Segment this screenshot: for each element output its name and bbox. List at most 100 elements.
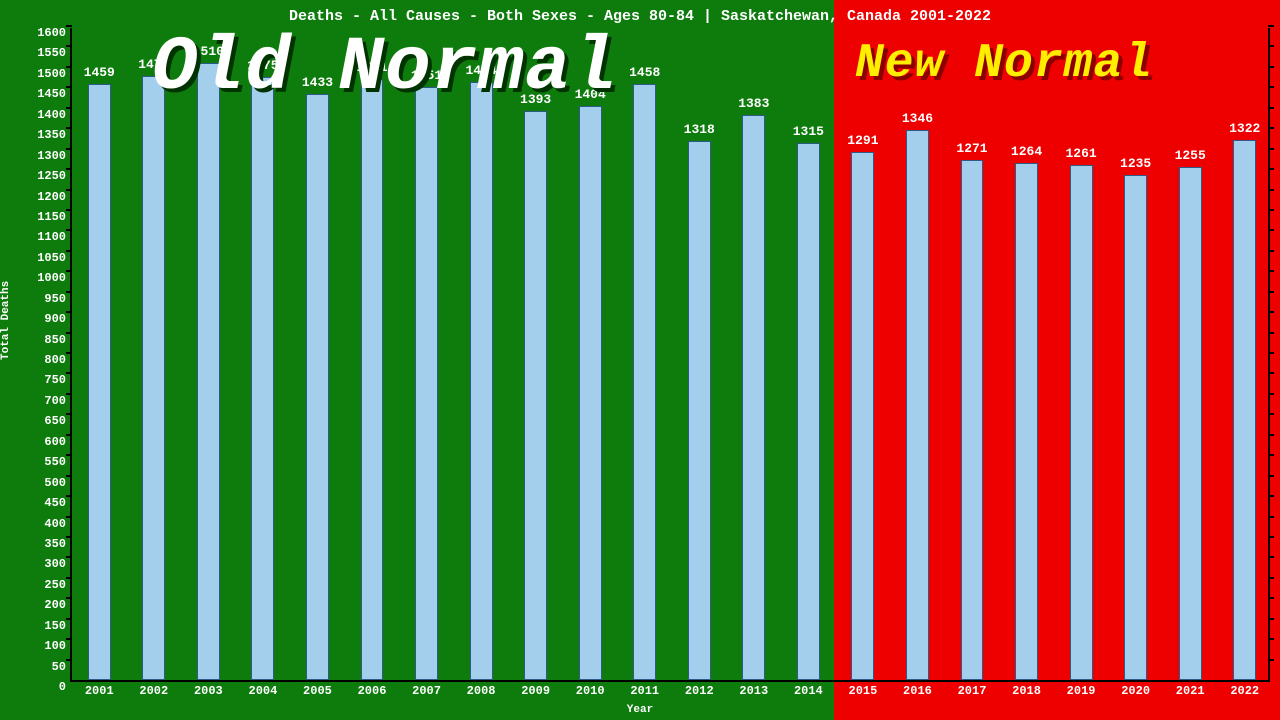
bar-value-label: 1459 bbox=[84, 65, 115, 80]
y-tick-mark bbox=[66, 413, 72, 415]
y-tick-mark bbox=[1268, 372, 1274, 374]
x-tick-label: 2005 bbox=[303, 680, 332, 698]
bar bbox=[851, 152, 874, 680]
x-tick-label: 2011 bbox=[630, 680, 659, 698]
bar bbox=[415, 87, 438, 680]
y-tick-mark bbox=[66, 352, 72, 354]
x-tick-label: 2009 bbox=[521, 680, 550, 698]
y-tick-mark bbox=[66, 229, 72, 231]
x-tick-label: 2021 bbox=[1176, 680, 1205, 698]
y-tick-mark bbox=[1268, 413, 1274, 415]
y-tick-mark bbox=[1268, 25, 1274, 27]
y-tick-label: 1100 bbox=[37, 230, 72, 244]
bar-value-label: 1322 bbox=[1229, 121, 1260, 136]
chart-stage: Deaths - All Causes - Both Sexes - Ages … bbox=[0, 0, 1280, 720]
y-tick-mark bbox=[1268, 454, 1274, 456]
y-tick-mark bbox=[66, 127, 72, 129]
y-tick-mark bbox=[66, 638, 72, 640]
bar bbox=[688, 141, 711, 680]
bar bbox=[251, 77, 274, 680]
y-tick-label: 600 bbox=[44, 435, 72, 449]
bar bbox=[1124, 175, 1147, 680]
y-tick-mark bbox=[1268, 597, 1274, 599]
y-tick-mark bbox=[1268, 291, 1274, 293]
y-tick-mark bbox=[66, 189, 72, 191]
bar bbox=[797, 143, 820, 681]
bar bbox=[633, 84, 656, 680]
x-tick-label: 2020 bbox=[1121, 680, 1150, 698]
y-tick-mark bbox=[66, 556, 72, 558]
y-tick-label: 350 bbox=[44, 537, 72, 551]
y-tick-mark bbox=[1268, 229, 1274, 231]
x-tick-label: 2019 bbox=[1067, 680, 1096, 698]
bar-value-label: 1291 bbox=[847, 133, 878, 148]
bar bbox=[1179, 167, 1202, 680]
y-tick-mark bbox=[1268, 332, 1274, 334]
y-tick-mark bbox=[66, 536, 72, 538]
bar-value-label: 1271 bbox=[956, 141, 987, 156]
bar bbox=[197, 63, 220, 680]
y-tick-mark bbox=[1268, 556, 1274, 558]
y-tick-label: 1000 bbox=[37, 271, 72, 285]
y-tick-mark bbox=[1268, 577, 1274, 579]
y-tick-mark bbox=[1268, 311, 1274, 313]
y-tick-mark bbox=[1268, 352, 1274, 354]
y-tick-mark bbox=[1268, 495, 1274, 497]
y-tick-mark bbox=[66, 332, 72, 334]
plot-area: 0501001502002503003504004505005506006507… bbox=[70, 28, 1270, 682]
bar-value-label: 1264 bbox=[1011, 144, 1042, 159]
bar bbox=[470, 82, 493, 680]
y-tick-label: 1300 bbox=[37, 149, 72, 163]
y-tick-mark bbox=[66, 148, 72, 150]
y-tick-mark bbox=[1268, 638, 1274, 640]
y-tick-mark bbox=[1268, 209, 1274, 211]
y-tick-mark bbox=[1268, 250, 1274, 252]
bar-value-label: 1458 bbox=[629, 65, 660, 80]
bar bbox=[1015, 163, 1038, 680]
y-tick-label: 1150 bbox=[37, 210, 72, 224]
y-tick-mark bbox=[1268, 270, 1274, 272]
y-tick-mark bbox=[1268, 189, 1274, 191]
y-tick-label: 650 bbox=[44, 414, 72, 428]
x-tick-label: 2010 bbox=[576, 680, 605, 698]
overlay-text: Old Normal bbox=[152, 30, 618, 106]
y-tick-label: 0 bbox=[59, 680, 72, 694]
y-tick-mark bbox=[66, 659, 72, 661]
y-tick-mark bbox=[66, 311, 72, 313]
y-tick-label: 1200 bbox=[37, 190, 72, 204]
x-tick-label: 2008 bbox=[467, 680, 496, 698]
bar-value-label: 1315 bbox=[793, 124, 824, 139]
y-axis-label: Total Deaths bbox=[0, 281, 12, 360]
bar-value-label: 1318 bbox=[684, 122, 715, 137]
y-tick-label: 1350 bbox=[37, 128, 72, 142]
bar-value-label: 1383 bbox=[738, 96, 769, 111]
x-tick-label: 2012 bbox=[685, 680, 714, 698]
x-tick-label: 2018 bbox=[1012, 680, 1041, 698]
x-tick-label: 2007 bbox=[412, 680, 441, 698]
y-tick-label: 550 bbox=[44, 455, 72, 469]
y-tick-mark bbox=[1268, 393, 1274, 395]
y-tick-mark bbox=[66, 45, 72, 47]
y-tick-label: 200 bbox=[44, 598, 72, 612]
bar bbox=[906, 130, 929, 680]
y-tick-mark bbox=[66, 393, 72, 395]
y-tick-label: 1050 bbox=[37, 251, 72, 265]
y-tick-mark bbox=[1268, 475, 1274, 477]
y-tick-label: 250 bbox=[44, 578, 72, 592]
y-tick-mark bbox=[66, 577, 72, 579]
y-tick-label: 450 bbox=[44, 496, 72, 510]
x-tick-label: 2022 bbox=[1230, 680, 1259, 698]
bar bbox=[142, 76, 165, 680]
y-tick-mark bbox=[1268, 148, 1274, 150]
y-tick-mark bbox=[66, 86, 72, 88]
y-tick-mark bbox=[66, 209, 72, 211]
chart-title: Deaths - All Causes - Both Sexes - Ages … bbox=[0, 8, 1280, 25]
bar bbox=[961, 160, 984, 680]
x-tick-label: 2002 bbox=[139, 680, 168, 698]
bar bbox=[579, 106, 602, 680]
y-tick-label: 1450 bbox=[37, 87, 72, 101]
y-tick-mark bbox=[66, 495, 72, 497]
x-tick-label: 2016 bbox=[903, 680, 932, 698]
x-tick-label: 2003 bbox=[194, 680, 223, 698]
y-tick-mark bbox=[1268, 66, 1274, 68]
